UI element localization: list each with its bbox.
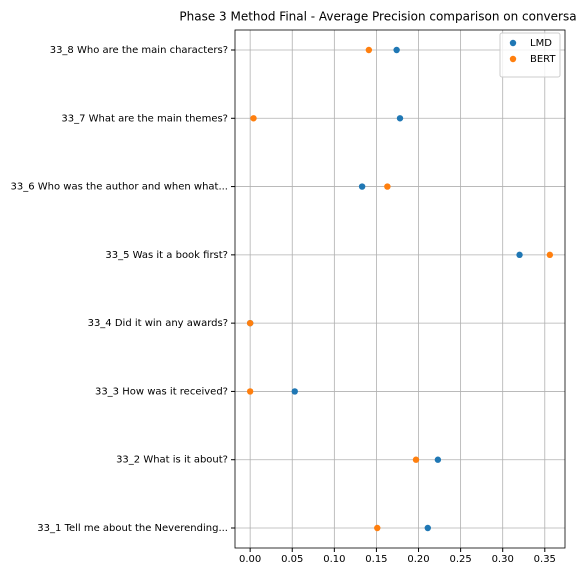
point: [374, 524, 381, 532]
legend-label: BERT: [530, 54, 556, 65]
y-tick-label: 33_2 What is it about?: [116, 455, 228, 466]
plot-frame: [234, 29, 566, 549]
legend-marker: [509, 39, 517, 47]
x-tick-label: 0.25: [449, 554, 471, 565]
point: [393, 46, 400, 54]
point: [246, 319, 254, 327]
x-tick-label: 0.05: [281, 554, 303, 565]
point: [434, 456, 442, 463]
x-tick-label: 0.35: [534, 554, 556, 565]
legend-label: LMD: [530, 38, 552, 49]
x-tick-label: 0.10: [323, 554, 345, 565]
point: [384, 183, 391, 190]
y-tick-label: 33_5 Was it a book first?: [105, 250, 228, 261]
y-tick-label: 33_6 Who was the author and when what...: [11, 182, 229, 193]
point: [424, 524, 431, 532]
point: [358, 183, 366, 190]
point: [246, 388, 254, 395]
x-tick-label: 0.20: [407, 554, 429, 565]
point: [365, 46, 373, 54]
y-tick-label: 33_7 What are the main themes?: [61, 113, 228, 124]
chart-title: Phase 3 Method Final - Average Precision…: [179, 10, 576, 24]
y-tick-label: 33_8 Who are the main characters?: [50, 45, 228, 56]
legend-marker: [509, 55, 517, 63]
y-tick-label: 33_1 Tell me about the Neverending...: [37, 523, 228, 534]
point: [396, 115, 404, 122]
y-tick-label: 33_4 Did it win any awards?: [88, 318, 228, 329]
point: [516, 251, 523, 259]
point: [250, 115, 257, 122]
y-tick-label: 33_3 How was it received?: [95, 386, 228, 397]
point: [291, 388, 298, 395]
x-tick-label: 0.30: [492, 554, 514, 565]
x-tick-label: 0.00: [239, 554, 261, 565]
point: [546, 251, 554, 259]
point: [412, 456, 420, 463]
x-tick-label: 0.15: [365, 554, 387, 565]
